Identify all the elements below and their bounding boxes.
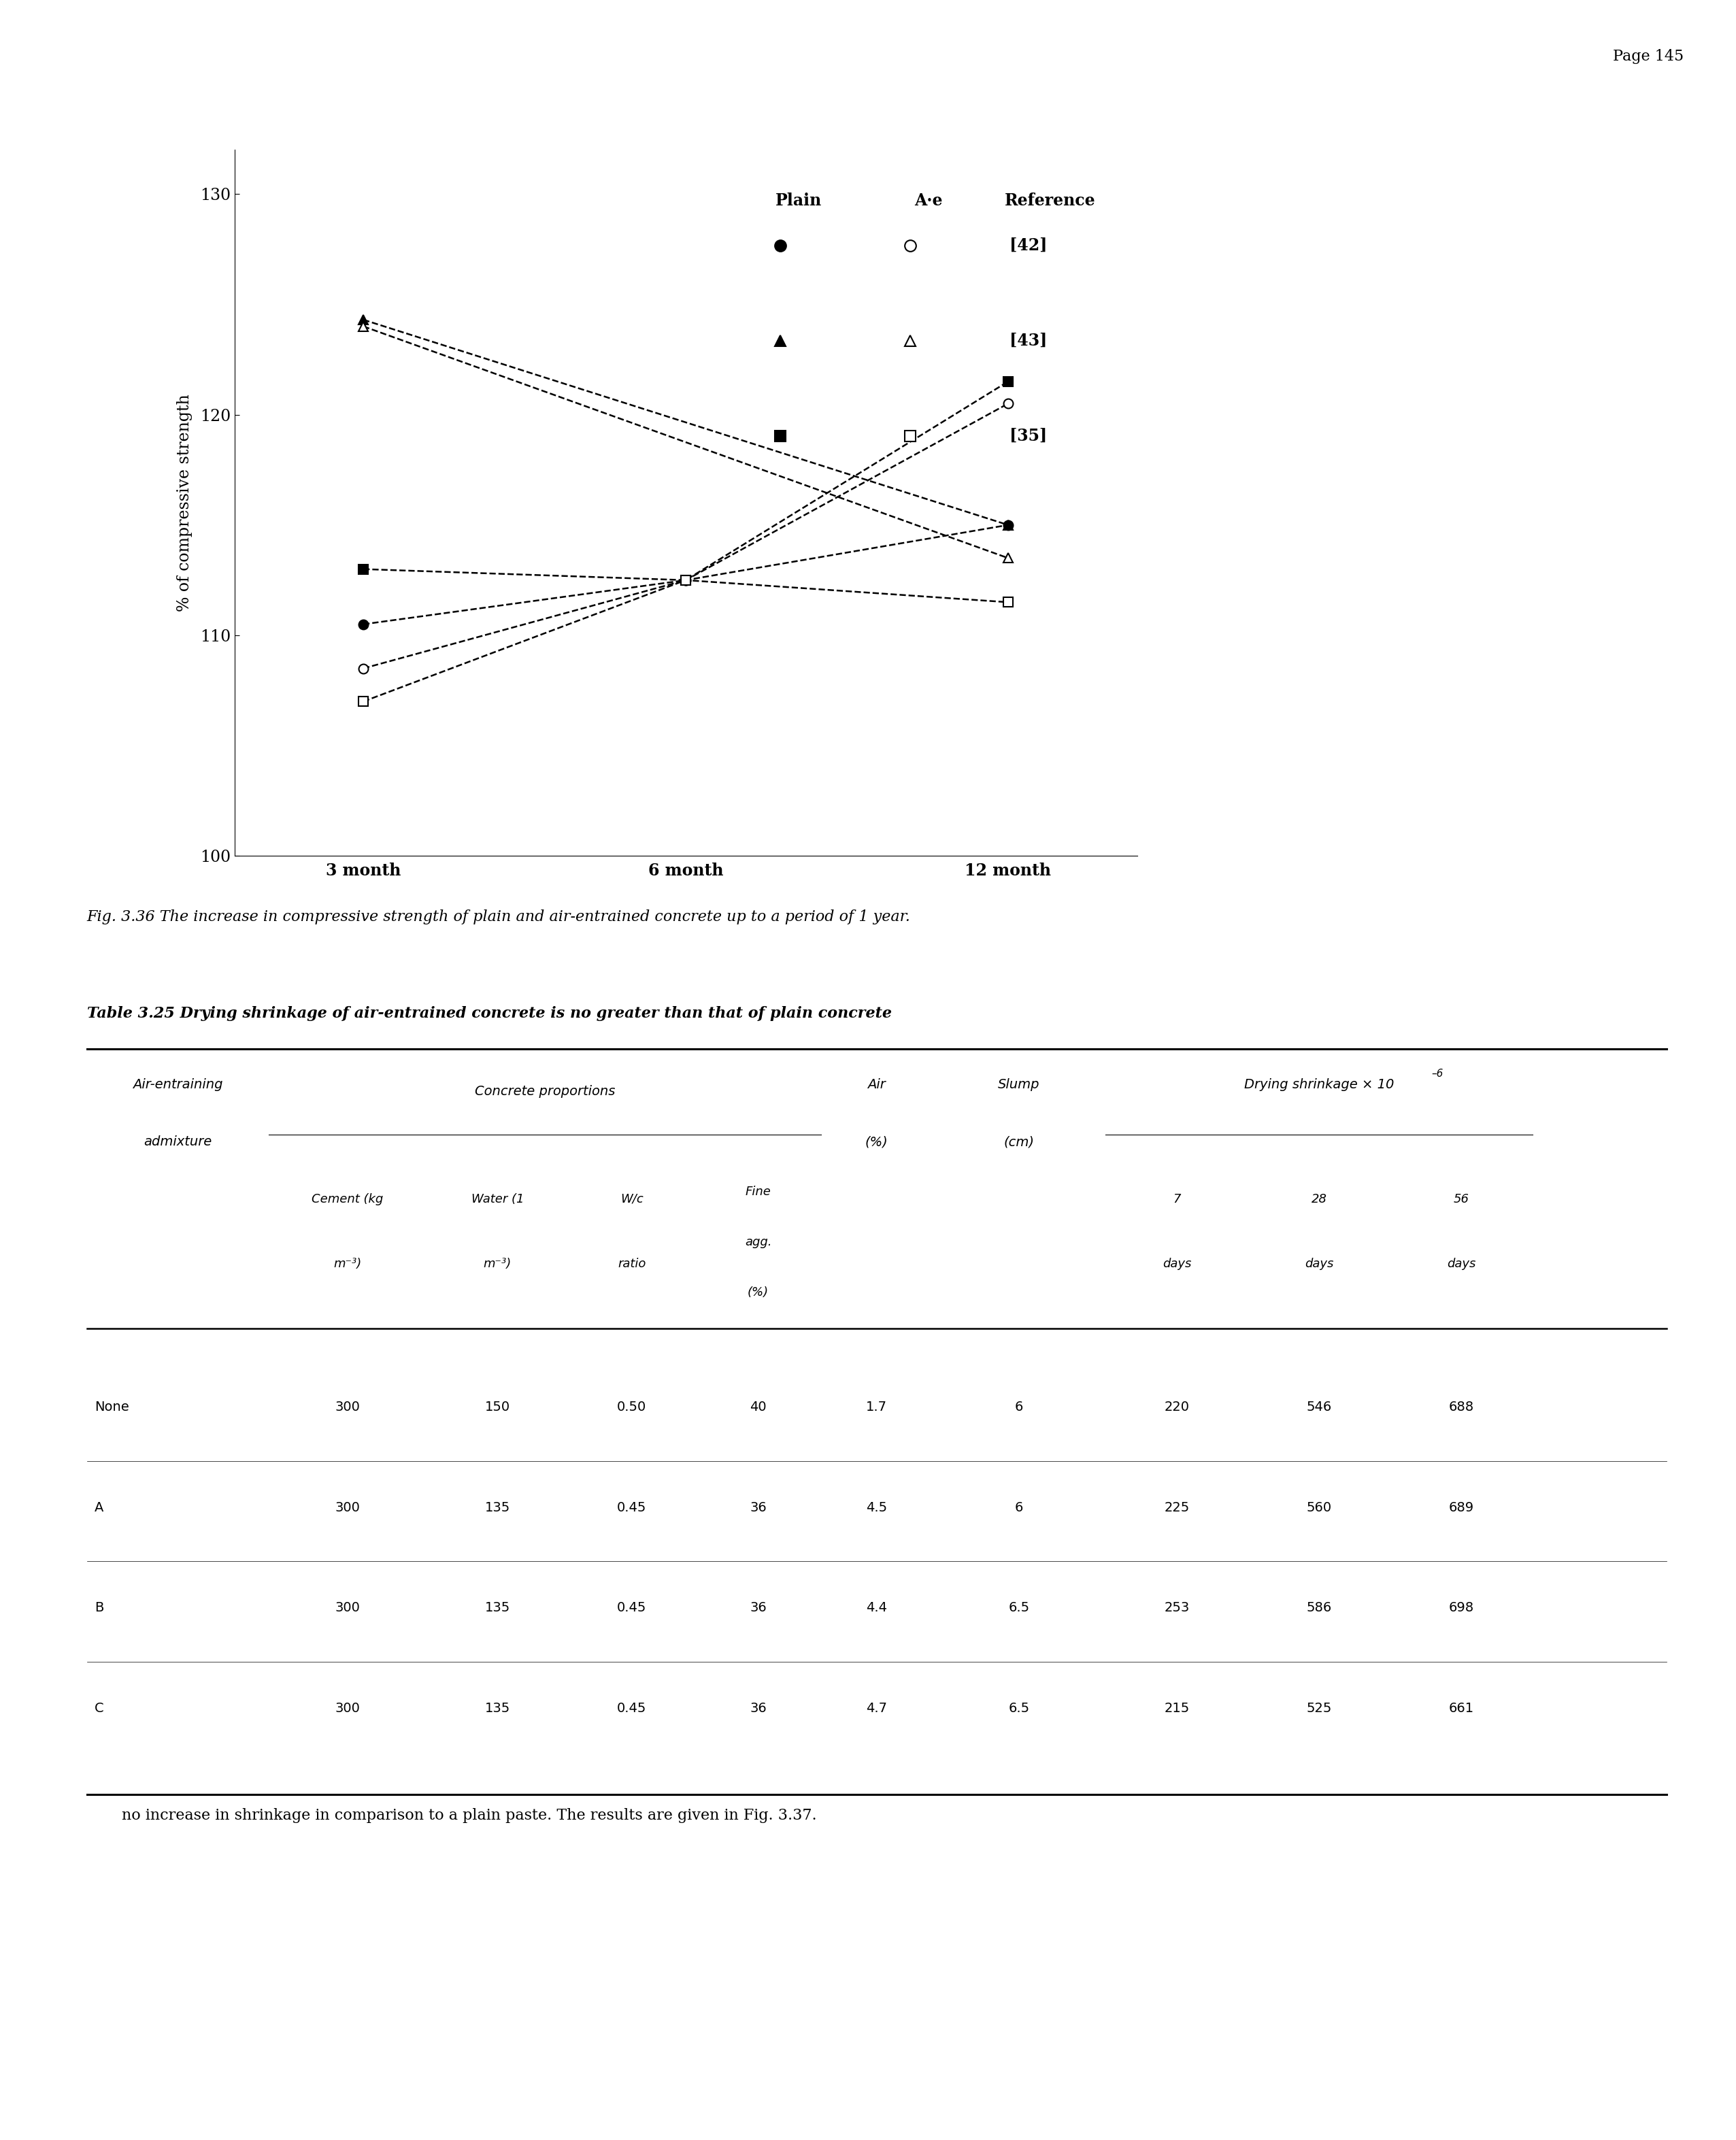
Text: days: days	[1446, 1258, 1476, 1269]
Text: m⁻³): m⁻³)	[333, 1258, 361, 1269]
Text: 36: 36	[750, 1601, 767, 1614]
Text: 4.7: 4.7	[866, 1701, 887, 1714]
Text: 4.5: 4.5	[866, 1500, 887, 1513]
Text: 688: 688	[1448, 1400, 1474, 1415]
Text: 6.5: 6.5	[1009, 1701, 1029, 1714]
Text: Cement (kg: Cement (kg	[312, 1192, 384, 1205]
Text: 300: 300	[335, 1701, 359, 1714]
Text: –6: –6	[1432, 1068, 1443, 1079]
Text: 698: 698	[1448, 1601, 1474, 1614]
Text: 220: 220	[1165, 1400, 1189, 1415]
Text: 525: 525	[1305, 1701, 1332, 1714]
Text: 689: 689	[1448, 1500, 1474, 1513]
Text: Plain: Plain	[776, 193, 821, 210]
Text: Fine: Fine	[745, 1186, 771, 1198]
Text: A·e: A·e	[915, 193, 943, 210]
Text: no increase in shrinkage in comparison to a plain paste. The results are given i: no increase in shrinkage in comparison t…	[122, 1808, 816, 1823]
Text: 6.5: 6.5	[1009, 1601, 1029, 1614]
Text: C: C	[95, 1701, 104, 1714]
Text: (%): (%)	[748, 1286, 769, 1299]
Text: 36: 36	[750, 1701, 767, 1714]
Text: 661: 661	[1448, 1701, 1474, 1714]
Text: 0.45: 0.45	[616, 1601, 646, 1614]
Text: admixture: admixture	[144, 1136, 212, 1149]
Text: None: None	[95, 1400, 128, 1415]
Text: A: A	[95, 1500, 104, 1513]
Text: [35]: [35]	[1010, 428, 1047, 445]
Text: Table 3.25 Drying shrinkage of air-entrained concrete is no greater than that of: Table 3.25 Drying shrinkage of air-entra…	[87, 1006, 892, 1021]
Text: 0.45: 0.45	[616, 1701, 646, 1714]
Text: 135: 135	[484, 1701, 510, 1714]
Text: 7: 7	[1174, 1192, 1180, 1205]
Text: Water (1: Water (1	[470, 1192, 524, 1205]
Text: days: days	[1163, 1258, 1191, 1269]
Text: agg.: agg.	[745, 1237, 771, 1248]
Text: [42]: [42]	[1010, 238, 1047, 255]
Text: 135: 135	[484, 1601, 510, 1614]
Y-axis label: % of compressive strength: % of compressive strength	[177, 394, 193, 612]
Text: m⁻³): m⁻³)	[484, 1258, 512, 1269]
Text: 1.7: 1.7	[866, 1400, 887, 1415]
Text: Drying shrinkage × 10: Drying shrinkage × 10	[1245, 1079, 1394, 1091]
Text: 56: 56	[1453, 1192, 1469, 1205]
Text: 560: 560	[1307, 1500, 1332, 1513]
Text: 546: 546	[1307, 1400, 1332, 1415]
Text: Concrete proportions: Concrete proportions	[474, 1085, 615, 1098]
Text: 300: 300	[335, 1601, 359, 1614]
Text: Air-entraining: Air-entraining	[132, 1079, 222, 1091]
Text: B: B	[95, 1601, 104, 1614]
Text: 40: 40	[750, 1400, 767, 1415]
Text: Slump: Slump	[998, 1079, 1040, 1091]
Text: Air: Air	[868, 1079, 885, 1091]
Text: Page 145: Page 145	[1613, 49, 1684, 64]
Text: Reference: Reference	[1005, 193, 1095, 210]
Text: 28: 28	[1311, 1192, 1326, 1205]
Text: 0.45: 0.45	[616, 1500, 646, 1513]
Text: 135: 135	[484, 1500, 510, 1513]
Text: 300: 300	[335, 1500, 359, 1513]
Text: 586: 586	[1307, 1601, 1332, 1614]
Text: 215: 215	[1165, 1701, 1189, 1714]
Text: W/c: W/c	[620, 1192, 644, 1205]
Text: ratio: ratio	[618, 1258, 646, 1269]
Text: days: days	[1304, 1258, 1333, 1269]
Text: 0.50: 0.50	[616, 1400, 646, 1415]
Text: 253: 253	[1165, 1601, 1189, 1614]
Text: Fig. 3.36 The increase in compressive strength of plain and air-entrained concre: Fig. 3.36 The increase in compressive st…	[87, 910, 910, 924]
Text: 300: 300	[335, 1400, 359, 1415]
Text: (cm): (cm)	[1003, 1136, 1035, 1149]
Text: 6: 6	[1014, 1500, 1023, 1513]
Text: 6: 6	[1014, 1400, 1023, 1415]
Text: 36: 36	[750, 1500, 767, 1513]
Text: (%): (%)	[865, 1136, 889, 1149]
Text: 4.4: 4.4	[866, 1601, 887, 1614]
Text: 150: 150	[484, 1400, 510, 1415]
Text: 225: 225	[1165, 1500, 1189, 1513]
Text: [43]: [43]	[1010, 332, 1047, 349]
